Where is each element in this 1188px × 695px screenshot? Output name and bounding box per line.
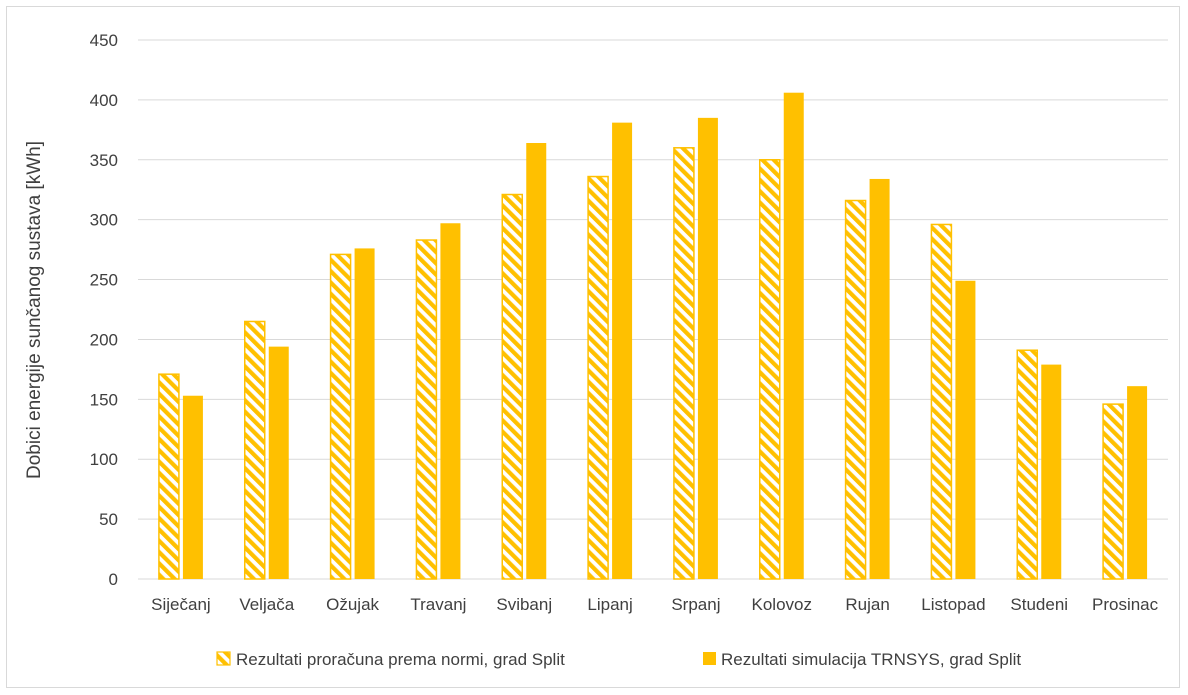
- bar-trnsys: [440, 223, 461, 579]
- bar-norm: [673, 147, 695, 580]
- bar-norm: [844, 199, 867, 580]
- bar-norm: [1102, 403, 1124, 580]
- bar-trnsys: [1127, 386, 1148, 579]
- y-tick-label: 250: [90, 271, 118, 290]
- x-tick-label: Travanj: [410, 595, 466, 614]
- y-tick-label: 200: [90, 330, 118, 349]
- x-tick-label: Prosinac: [1092, 595, 1159, 614]
- bar-norm: [759, 159, 781, 580]
- x-tick-labels: Siječanj Veljača Ožujak Travanj Svibanj Lipan…: [151, 595, 1159, 614]
- bar-trnsys: [783, 92, 804, 580]
- bar-trnsys: [869, 178, 890, 580]
- bar-norm: [930, 223, 953, 580]
- y-tick-label: 0: [109, 570, 118, 589]
- legend-swatch-trnsys: [703, 652, 716, 665]
- x-tick-label: Siječanj: [151, 595, 211, 614]
- bar-trnsys: [268, 346, 289, 579]
- bar-trnsys: [182, 395, 203, 579]
- bar-norm: [244, 320, 266, 580]
- x-tick-label: Studeni: [1010, 595, 1068, 614]
- y-tick-label: 450: [90, 31, 118, 50]
- legend-label-norm: Rezultati proračuna prema normi, grad Sp…: [236, 650, 565, 669]
- y-tick-label: 50: [99, 510, 118, 529]
- x-tick-label: Srpanj: [671, 595, 720, 614]
- legend-swatch-norm: [216, 651, 231, 666]
- y-tick-labels: 0 50 100 150 200 250 300 350 400 450: [90, 31, 118, 589]
- x-tick-label: Svibanj: [496, 595, 552, 614]
- bar-trnsys: [612, 122, 633, 579]
- y-tick-label: 350: [90, 151, 118, 170]
- x-tick-label: Veljača: [239, 595, 294, 614]
- gridlines: [138, 39, 1168, 580]
- x-tick-label: Lipanj: [587, 595, 632, 614]
- x-tick-label: Listopad: [921, 595, 985, 614]
- bar-norm: [329, 253, 352, 580]
- y-tick-label: 400: [90, 91, 118, 110]
- bar-norm: [587, 175, 609, 580]
- x-tick-label: Kolovoz: [752, 595, 812, 614]
- bars: [158, 92, 1148, 580]
- bar-norm: [158, 373, 180, 580]
- bar-norm: [501, 193, 523, 580]
- y-tick-label: 150: [90, 390, 118, 409]
- x-tick-label: Rujan: [845, 595, 889, 614]
- bar-trnsys: [1041, 364, 1062, 579]
- y-tick-label: 100: [90, 450, 118, 469]
- y-axis-label: Dobici energije sunčanog sustava [kWh]: [24, 141, 45, 479]
- legend-label-trnsys: Rezultati simulacija TRNSYS, grad Split: [721, 650, 1021, 669]
- bar-trnsys: [526, 143, 547, 579]
- y-tick-label: 300: [90, 211, 118, 230]
- bar-norm: [1016, 349, 1038, 580]
- bar-trnsys: [354, 248, 375, 579]
- bar-trnsys: [697, 117, 718, 579]
- bar-norm: [415, 239, 438, 580]
- legend: Rezultati proračuna prema normi, grad Sp…: [216, 650, 1021, 669]
- bar-trnsys: [955, 280, 976, 579]
- x-tick-label: Ožujak: [326, 595, 379, 614]
